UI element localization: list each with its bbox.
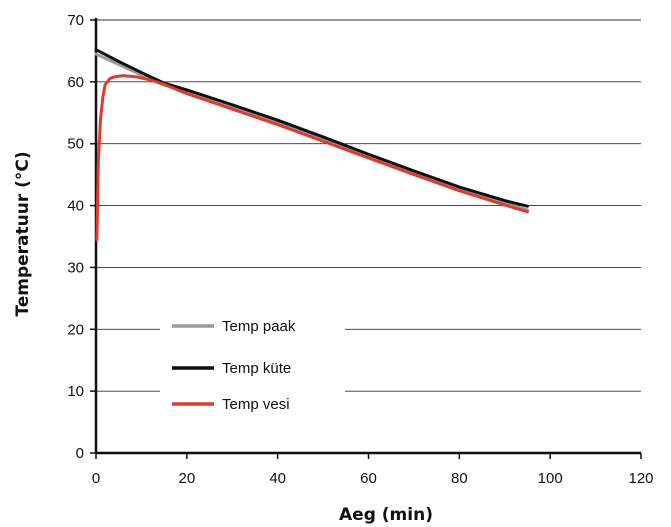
x-tick-label-40: 40 bbox=[269, 470, 286, 487]
y-tick-label-10: 10 bbox=[67, 383, 84, 400]
x-tick-label-100: 100 bbox=[538, 470, 563, 487]
legend: Temp paak Temp küte Temp vesi bbox=[160, 308, 345, 418]
series-lines bbox=[94, 48, 529, 242]
legend-label-3: Temp vesi bbox=[222, 396, 290, 413]
series-line-3 bbox=[95, 74, 529, 242]
x-tick-label-60: 60 bbox=[360, 470, 377, 487]
x-tick-label-80: 80 bbox=[451, 470, 468, 487]
x-axis-title: Aeg (min) bbox=[339, 505, 433, 525]
series-line-2 bbox=[94, 48, 529, 208]
y-tick-label-70: 70 bbox=[67, 12, 84, 29]
series-line-1 bbox=[94, 52, 529, 212]
y-tick-label-60: 60 bbox=[67, 74, 84, 91]
y-axis-title: Temperatuur (°C) bbox=[13, 151, 33, 316]
tick-labels: 0 10 20 30 40 50 60 70 0 20 40 60 80 100 120 bbox=[67, 12, 653, 487]
x-tick-label-0: 0 bbox=[92, 470, 100, 487]
y-tick-label-40: 40 bbox=[67, 198, 84, 215]
y-tick-label-20: 20 bbox=[67, 321, 84, 338]
legend-label-2: Temp küte bbox=[222, 360, 291, 377]
y-tick-label-0: 0 bbox=[76, 445, 84, 462]
y-tick-label-50: 50 bbox=[67, 136, 84, 153]
x-tick-label-120: 120 bbox=[628, 470, 653, 487]
y-tick-label-30: 30 bbox=[67, 259, 84, 276]
x-tick-label-20: 20 bbox=[178, 470, 195, 487]
legend-label-1: Temp paak bbox=[222, 318, 296, 335]
